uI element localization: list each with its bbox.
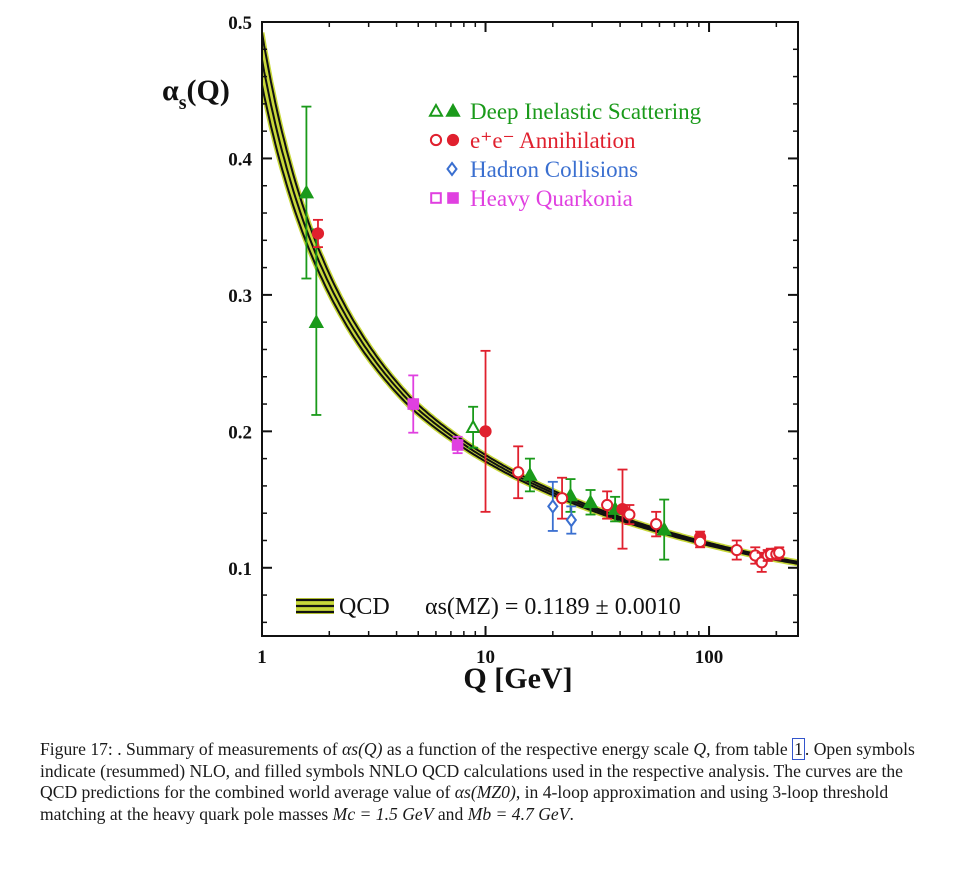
marker-circle — [555, 492, 569, 505]
caption-symbol-alpha-q: αs(Q) — [341, 739, 383, 759]
qcd-legend: QCD αs(MZ) = 0.1189 ± 0.0010 — [296, 594, 681, 620]
y-tick-label: 0.3 — [228, 286, 252, 307]
data-point-ee — [479, 349, 492, 513]
caption-part1: as a function of the respective energy s… — [386, 739, 689, 759]
y-axis-title-alpha: α — [162, 74, 179, 107]
figure-caption: Figure 17: . Summary of measurements of … — [40, 738, 940, 825]
x-tick-label: 100 — [695, 647, 724, 668]
qcd-label: QCD — [339, 594, 390, 620]
table-reference-link[interactable]: 1 — [792, 738, 805, 760]
legend-item-quarkonia: Heavy Quarkonia — [430, 186, 633, 211]
data-point-dis — [582, 489, 599, 516]
legend-label: Hadron Collisions — [470, 157, 638, 182]
marker-circle — [694, 535, 707, 548]
plot-frame — [261, 21, 799, 637]
data-point-ee — [650, 510, 663, 538]
x-tick-label: 10 — [476, 647, 495, 668]
data-point-dis — [656, 498, 672, 561]
marker-circle — [512, 466, 525, 479]
marker-triangle — [465, 419, 481, 434]
marker-square — [451, 439, 464, 451]
legend-marker-filled — [447, 192, 459, 204]
legend-item-hadron: Hadron Collisions — [446, 157, 638, 182]
data-point-ee — [773, 546, 786, 560]
marker-diamond — [547, 498, 559, 515]
marker-square — [407, 398, 420, 410]
qcd-curve-lower — [262, 84, 798, 565]
marker-circle — [730, 543, 743, 557]
caption-mc: Mc = 1.5 GeV — [332, 803, 434, 824]
caption-symbol-q: Q — [693, 739, 707, 759]
y-tick-label: 0.1 — [228, 559, 252, 580]
caption-end: . — [569, 803, 574, 824]
data-points-group — [298, 105, 786, 573]
qcd-band-swatch — [296, 598, 334, 614]
qcd-curve-central — [262, 59, 798, 564]
x-axis-title: Q [GeV] — [463, 662, 572, 695]
caption-mb: Mb = 4.7 GeV — [467, 803, 570, 824]
qcd-formula: αs(MZ) = 0.1189 ± 0.0010 — [425, 594, 681, 620]
x-tick-label: 1 — [257, 647, 267, 668]
legend-marker-filled — [446, 133, 460, 147]
marker-triangle — [582, 494, 599, 509]
y-tick-label: 0.4 — [228, 149, 252, 170]
legend-marker-open — [430, 192, 442, 204]
y-tick-label: 0.5 — [228, 13, 252, 34]
y-tick-label: 0.2 — [228, 422, 252, 443]
y-axis-title-sub: s — [179, 92, 187, 114]
caption-part3: . Open symbols indicate (resummed) NLO, … — [40, 739, 915, 802]
legend-label: Deep Inelastic Scattering — [470, 99, 702, 124]
legend-label: e⁺e⁻ Annihilation — [470, 128, 636, 153]
marker-circle — [479, 425, 492, 438]
caption-part4: , in 4-loop approximation and using 3-lo… — [40, 782, 889, 824]
caption-symbol-alpha-mz0: αs(MZ0) — [454, 782, 516, 802]
data-point-hadron — [547, 480, 559, 532]
marker-circle — [311, 227, 325, 240]
data-point-ee — [555, 476, 569, 520]
data-point-quarkonia — [451, 435, 464, 455]
data-point-ee — [730, 539, 743, 561]
marker-circle — [601, 498, 614, 512]
axes-group: 0.1 0.2 0.3 0.4 0.5 1 10 100 — [228, 13, 798, 668]
legend-marker-open — [429, 133, 443, 147]
y-axis-title-arg: (Q) — [187, 74, 230, 107]
legend-item-dis: Deep Inelastic Scattering — [428, 99, 702, 124]
legend-label: Heavy Quarkonia — [470, 186, 633, 211]
data-point-ee — [694, 535, 707, 549]
data-point-quarkonia — [407, 374, 420, 434]
data-point-ee — [512, 445, 525, 500]
data-point-dis — [522, 457, 538, 493]
alpha-s-chart: 0.1 0.2 0.3 0.4 0.5 1 10 100 αs(Q) Q [GeV] Deep… — [162, 13, 799, 695]
marker-triangle — [522, 466, 538, 481]
legend-marker-filled — [445, 102, 461, 117]
caption-and: and — [437, 803, 464, 824]
legend-marker-open — [446, 161, 458, 177]
legend-item-ee: e⁺e⁻ Annihilation — [429, 128, 636, 153]
y-axis-title: αs(Q) — [162, 74, 230, 114]
caption-part2: , from table — [706, 739, 788, 759]
caption-prefix: Figure 17: . Summary of measurements of — [40, 739, 338, 759]
data-point-dis — [465, 405, 481, 449]
data-point-dis — [298, 105, 315, 280]
data-point-ee — [311, 218, 325, 249]
data-point-hadron — [565, 505, 578, 535]
marker-triangle — [656, 521, 672, 536]
legend-marker-open — [428, 102, 444, 117]
marker-triangle — [308, 314, 325, 328]
data-point-ee — [601, 490, 614, 520]
data-point-ee — [623, 504, 636, 526]
marker-circle — [623, 508, 636, 521]
marker-circle — [650, 518, 663, 531]
data-point-ee — [616, 468, 629, 550]
legend: Deep Inelastic Scattering e⁺e⁻ Annihilati… — [428, 99, 702, 211]
marker-triangle — [298, 184, 315, 199]
marker-diamond — [565, 512, 578, 528]
marker-circle — [773, 546, 786, 559]
